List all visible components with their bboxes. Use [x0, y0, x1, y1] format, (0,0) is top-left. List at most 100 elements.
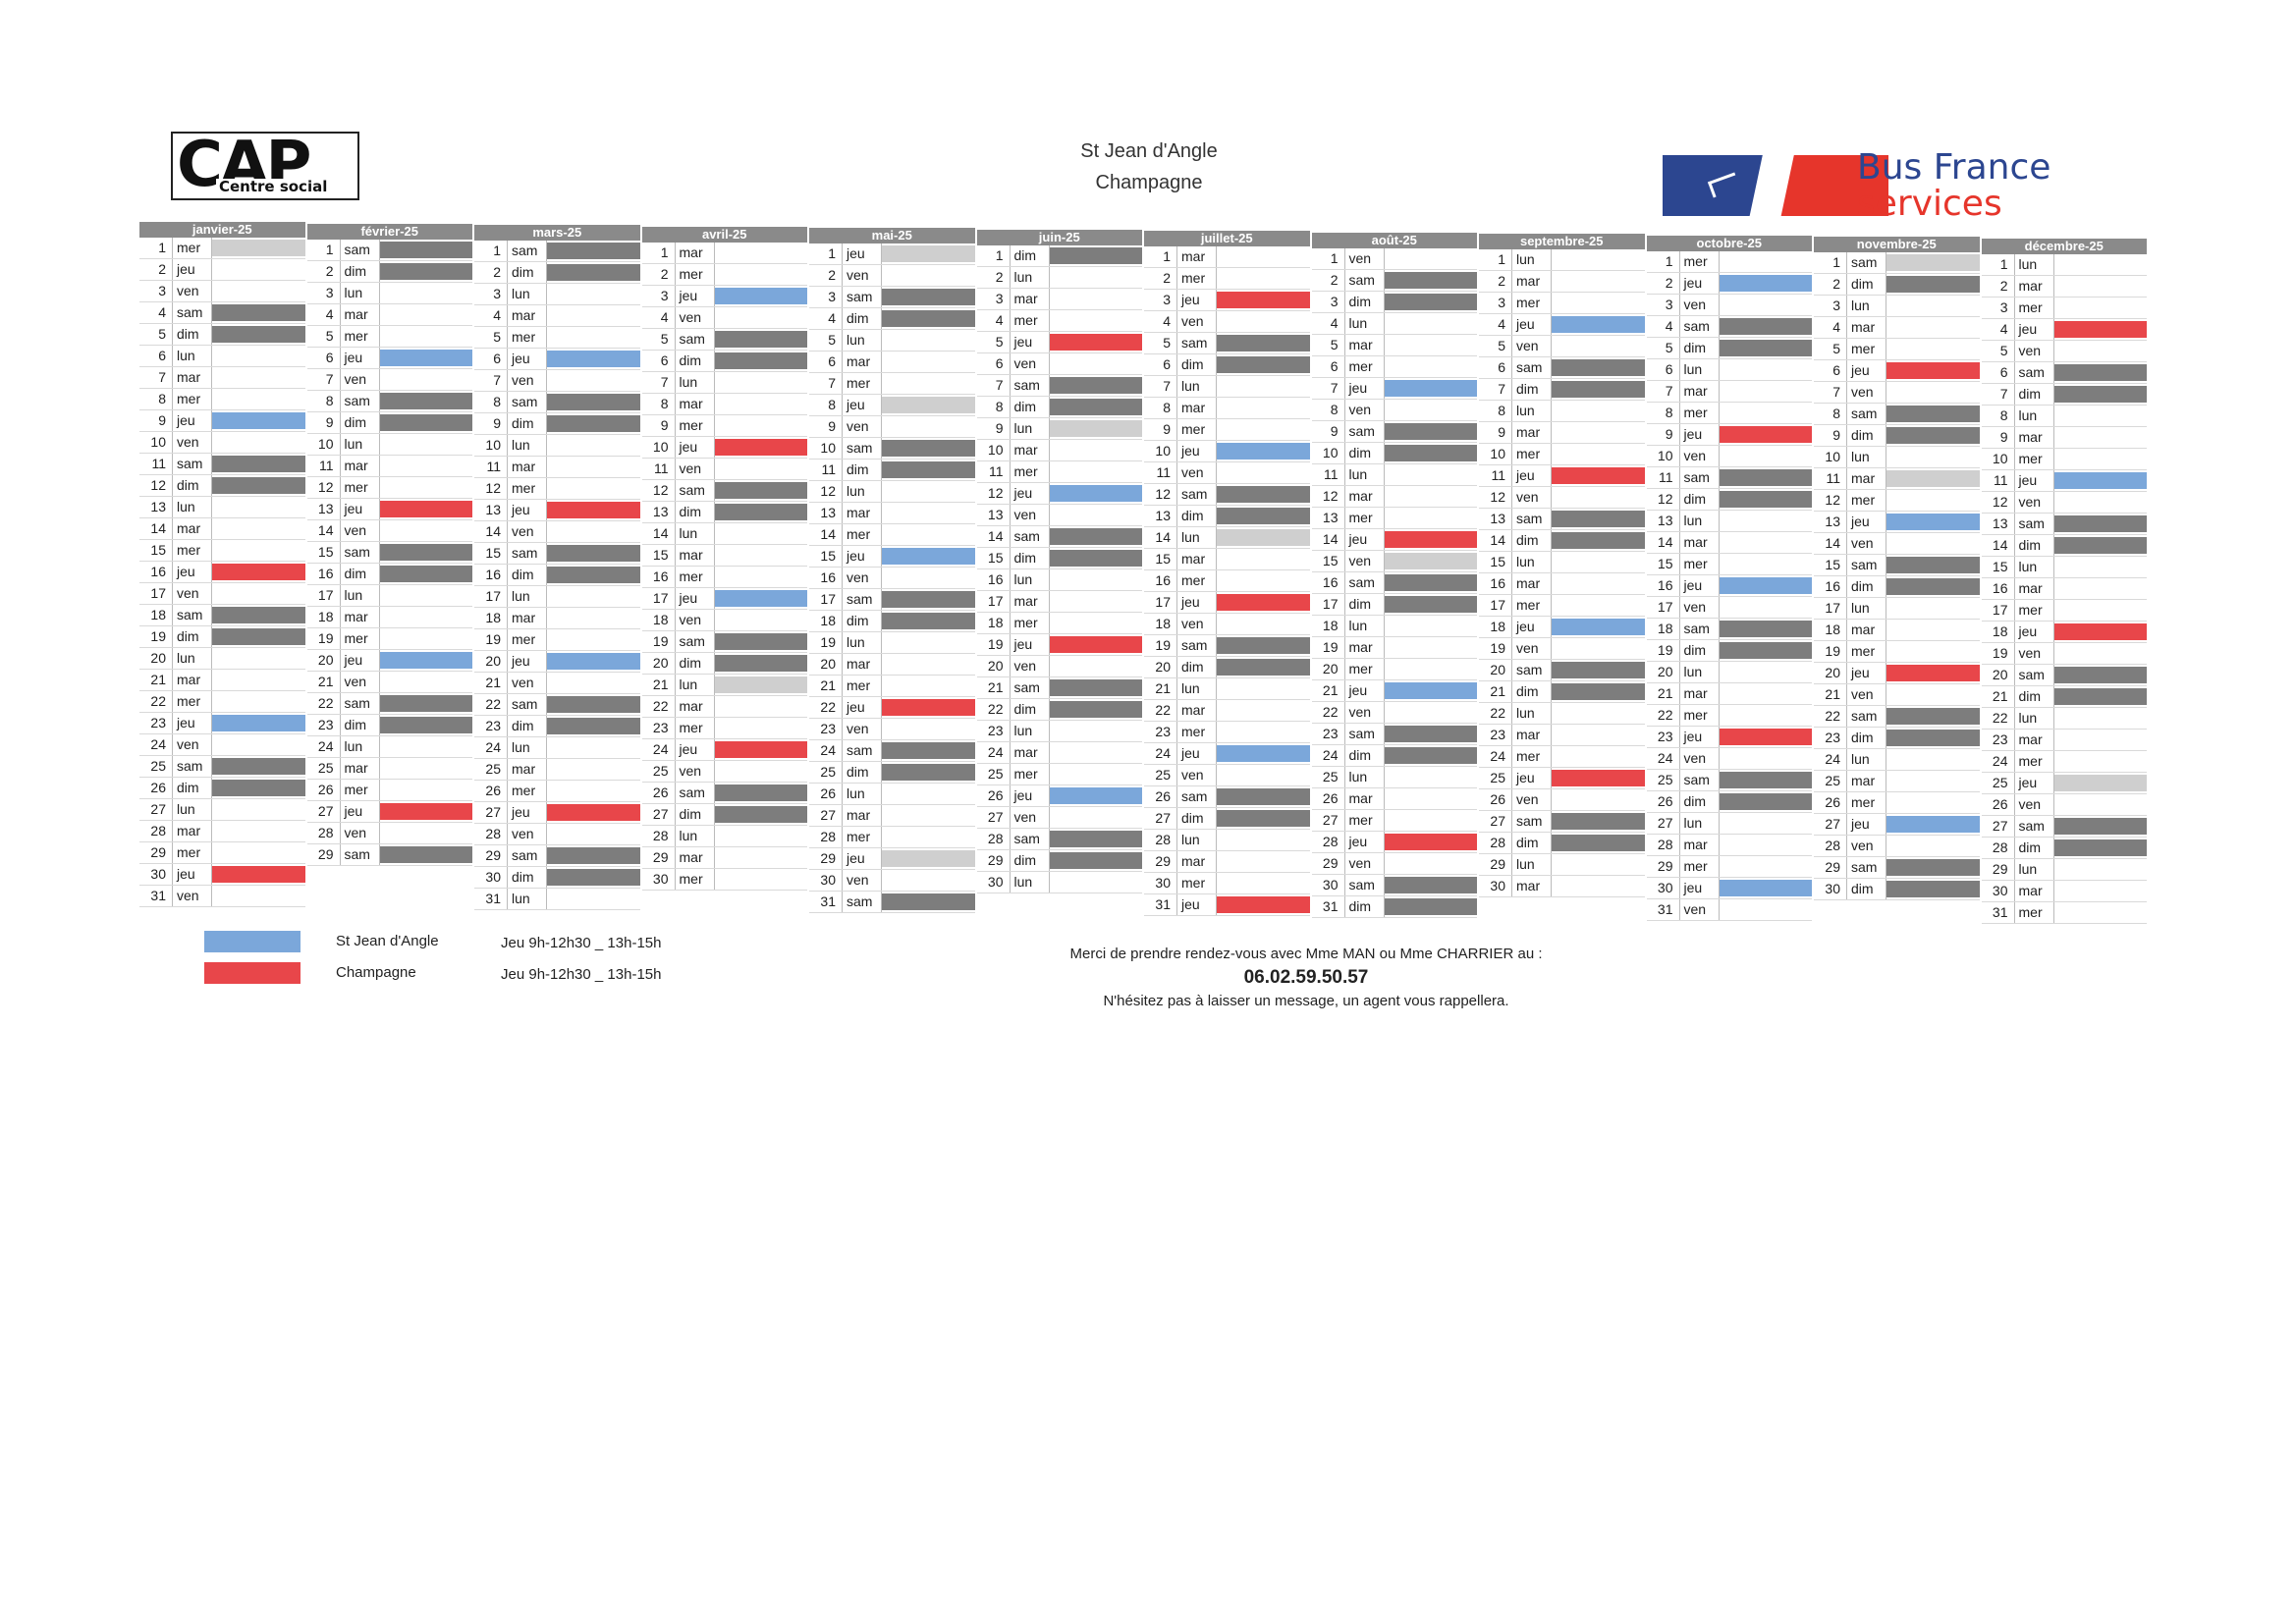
day-number: 14 [809, 524, 843, 545]
day-number: 11 [307, 455, 341, 476]
day-row: 11 mar [306, 455, 472, 477]
slot-empty [1720, 858, 1813, 875]
day-row: 4 ven [641, 306, 807, 329]
slot-empty [1886, 319, 1980, 336]
slot-champagne [1384, 530, 1477, 548]
day-weekday: dim [1847, 728, 1886, 748]
day-number: 22 [474, 694, 508, 715]
slot-weekend [1384, 595, 1477, 613]
slot-st-jean [1384, 681, 1477, 699]
day-number: 31 [1982, 901, 2015, 923]
day-number: 1 [1982, 253, 2015, 275]
day-number: 12 [1647, 488, 1680, 510]
day-row: 24 lun [306, 735, 472, 758]
day-number: 12 [1479, 487, 1512, 508]
day-row: 21 ven [474, 673, 640, 694]
day-row: 13 jeu [1814, 512, 1980, 533]
day-row: 7 lun [1144, 376, 1310, 398]
day-row: 12 mar [1311, 485, 1477, 508]
slot-weekend [2053, 536, 2147, 554]
day-number: 8 [1814, 404, 1847, 424]
slot-champagne [1049, 333, 1142, 351]
slot-empty [2054, 429, 2148, 446]
day-number: 20 [1144, 657, 1177, 677]
day-row: 3 lun [306, 282, 472, 304]
day-row: 6 lun [1646, 358, 1812, 381]
day-number: 24 [307, 735, 341, 757]
day-row: 27 sam [1479, 811, 1645, 833]
slot-empty [212, 823, 305, 839]
legend-label-st-jean: St Jean d'Angle [336, 933, 439, 949]
day-number: 11 [977, 460, 1011, 482]
day-weekday: mer [508, 327, 547, 348]
day-row: 15 sam [306, 541, 472, 564]
day-row: 23 jeu [139, 713, 305, 734]
day-number: 27 [809, 805, 843, 826]
day-row: 5 mer [474, 327, 640, 349]
day-row: 9 mer [1144, 419, 1310, 441]
day-weekday: sam [1345, 269, 1385, 291]
slot-holiday [1886, 254, 1980, 271]
day-row: 16 mer [1144, 570, 1310, 592]
day-number: 6 [1144, 354, 1177, 375]
slot-holiday [882, 245, 975, 262]
day-row: 9 mar [1981, 426, 2148, 449]
day-weekday: lun [676, 674, 715, 695]
day-row: 14 mar [139, 518, 305, 540]
slot-empty [1720, 599, 1813, 616]
slot-st-jean [1719, 879, 1812, 896]
day-row: 11 ven [641, 458, 807, 480]
slot-champagne [1552, 770, 1645, 786]
day-row: 2 mar [1981, 275, 2148, 298]
day-number: 7 [139, 367, 173, 388]
day-number: 22 [1479, 703, 1512, 724]
day-row: 22 mer [1646, 704, 1812, 727]
day-number: 17 [809, 589, 843, 610]
slot-weekend [2053, 839, 2147, 856]
day-weekday: mer [1177, 419, 1217, 440]
day-number: 27 [139, 799, 173, 820]
day-number: 30 [1144, 873, 1177, 893]
slot-empty [547, 783, 640, 799]
month-header: août-25 [1311, 232, 1477, 248]
day-weekday: mer [1847, 641, 1886, 662]
slot-empty [1050, 766, 1143, 783]
slot-weekend [2053, 363, 2147, 381]
slot-weekend [1552, 835, 1645, 851]
slot-empty [1217, 270, 1310, 287]
slot-empty [380, 760, 473, 777]
slot-weekend [882, 613, 975, 629]
day-weekday: dim [676, 501, 715, 522]
day-number: 10 [1982, 448, 2015, 469]
day-row: 14 lun [1144, 527, 1310, 549]
slot-empty [1552, 878, 1645, 894]
slot-empty [715, 763, 808, 780]
slot-empty [212, 650, 305, 667]
slot-empty [2054, 278, 2148, 295]
day-weekday: mer [1680, 250, 1720, 272]
day-weekday: jeu [843, 243, 882, 264]
day-weekday: sam [676, 630, 715, 652]
day-weekday: dim [1177, 506, 1217, 526]
day-number: 26 [139, 778, 173, 798]
day-row: 16 dim [1814, 576, 1980, 598]
day-number: 13 [1814, 512, 1847, 532]
slot-empty [882, 375, 975, 392]
day-row: 3 sam [809, 287, 975, 308]
slot-st-jean [1217, 745, 1310, 762]
slot-weekend [1217, 637, 1310, 654]
day-number: 12 [1814, 490, 1847, 511]
day-row: 22 lun [1479, 703, 1645, 725]
day-row: 18 sam [1646, 618, 1812, 640]
day-row: 11 jeu [1981, 469, 2147, 492]
day-number: 31 [139, 886, 173, 906]
slot-empty [715, 612, 808, 628]
day-row: 17 lun [306, 584, 472, 607]
day-number: 27 [1312, 809, 1345, 831]
slot-empty [1385, 618, 1478, 634]
day-weekday: sam [508, 845, 547, 866]
day-weekday: mar [508, 305, 547, 326]
slot-empty [380, 630, 473, 647]
day-row: 30 dim [1814, 879, 1980, 900]
day-number: 20 [474, 651, 508, 672]
